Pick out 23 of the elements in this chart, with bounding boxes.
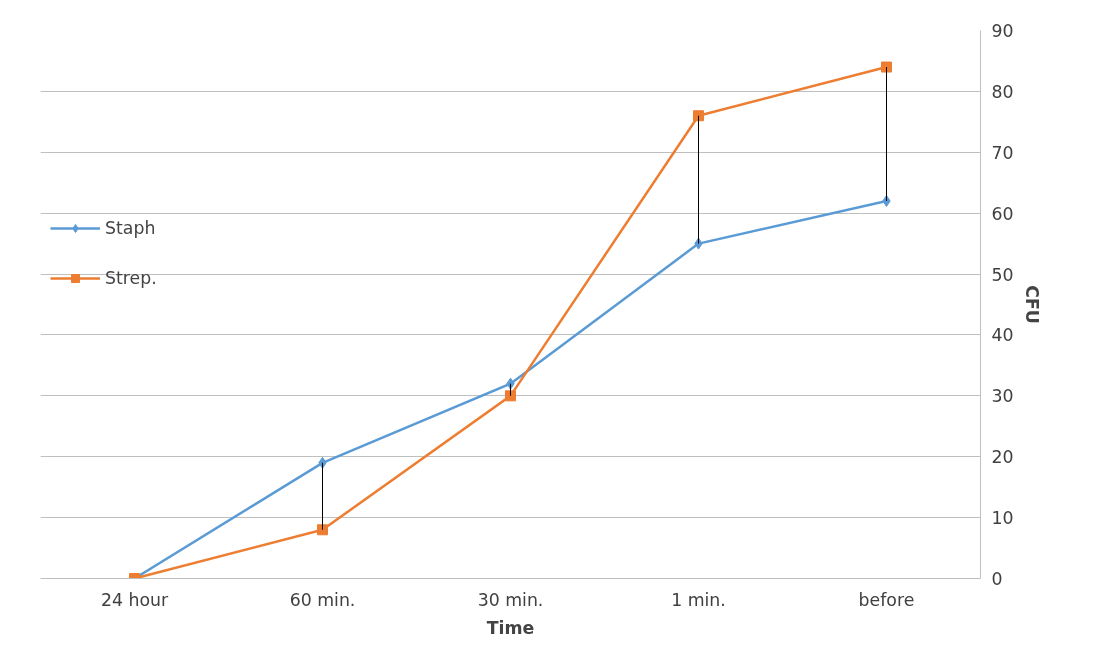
y-tick-label: 50 xyxy=(991,264,1014,285)
y-tick-label: 90 xyxy=(991,21,1014,41)
legend-label: Strep. xyxy=(105,268,157,288)
x-tick-label: 60 min. xyxy=(289,589,356,610)
y-tick-label: 80 xyxy=(991,81,1014,102)
y-tick-label: 20 xyxy=(991,447,1014,468)
x-tick-label: 24 hour xyxy=(100,589,169,610)
x-tick-label: 1 min. xyxy=(671,589,726,610)
legend-label: Staph xyxy=(105,218,156,238)
point xyxy=(505,390,516,402)
y-tick-label: 40 xyxy=(991,325,1014,346)
y-axis-title: CFU xyxy=(1021,285,1042,324)
point xyxy=(317,524,328,536)
x-axis-title: Time xyxy=(486,617,535,638)
x-tick-label: 30 min. xyxy=(477,589,544,610)
y-tick-label: 70 xyxy=(991,142,1014,163)
y-tick-label: 10 xyxy=(991,508,1014,529)
y-tick-label: 0 xyxy=(991,569,1003,589)
point xyxy=(881,61,892,73)
y-tick-label: 30 xyxy=(991,386,1014,407)
y-tick-label: 60 xyxy=(991,203,1014,224)
point xyxy=(693,110,704,122)
x-tick-label: before xyxy=(858,589,915,610)
